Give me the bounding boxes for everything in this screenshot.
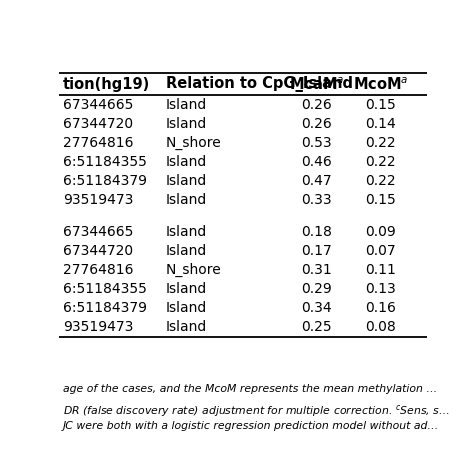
Text: 6:51184355: 6:51184355 xyxy=(63,283,147,296)
Text: Island: Island xyxy=(166,245,207,258)
Text: Relation to CpG_Island: Relation to CpG_Island xyxy=(166,76,353,92)
Text: 0.08: 0.08 xyxy=(365,320,396,334)
Text: 0.26: 0.26 xyxy=(301,117,332,131)
Text: 0.17: 0.17 xyxy=(301,245,332,258)
Text: Island: Island xyxy=(166,320,207,334)
Text: 67344665: 67344665 xyxy=(63,226,133,239)
Text: 0.22: 0.22 xyxy=(365,173,396,188)
Text: 0.15: 0.15 xyxy=(365,98,396,112)
Text: 0.53: 0.53 xyxy=(301,136,332,150)
Text: 0.16: 0.16 xyxy=(365,301,396,315)
Text: Island: Island xyxy=(166,301,207,315)
Text: 0.47: 0.47 xyxy=(301,173,332,188)
Text: 0.26: 0.26 xyxy=(301,98,332,112)
Text: 0.22: 0.22 xyxy=(365,155,396,169)
Text: 67344665: 67344665 xyxy=(63,98,133,112)
Text: 0.31: 0.31 xyxy=(301,264,332,277)
Text: 0.15: 0.15 xyxy=(365,192,396,207)
Text: Island: Island xyxy=(166,226,207,239)
Text: Island: Island xyxy=(166,155,207,169)
Text: 67344720: 67344720 xyxy=(63,245,133,258)
Text: 0.22: 0.22 xyxy=(365,136,396,150)
Text: 0.13: 0.13 xyxy=(365,283,396,296)
Text: 0.34: 0.34 xyxy=(301,301,332,315)
Text: N_shore: N_shore xyxy=(166,136,221,150)
Text: 93519473: 93519473 xyxy=(63,192,133,207)
Text: age of the cases, and the McoM represents the mean methylation …: age of the cases, and the McoM represent… xyxy=(63,383,437,393)
Text: 93519473: 93519473 xyxy=(63,320,133,334)
Text: Island: Island xyxy=(166,283,207,296)
Text: 6:51184379: 6:51184379 xyxy=(63,301,147,315)
Text: Island: Island xyxy=(166,173,207,188)
Text: 67344720: 67344720 xyxy=(63,117,133,131)
Text: 27764816: 27764816 xyxy=(63,136,133,150)
Text: 0.46: 0.46 xyxy=(301,155,332,169)
Text: JC were both with a logistic regression prediction model without ad…: JC were both with a logistic regression … xyxy=(63,421,439,431)
Text: 6:51184379: 6:51184379 xyxy=(63,173,147,188)
Text: McaM$^a$: McaM$^a$ xyxy=(289,76,344,92)
Text: 0.07: 0.07 xyxy=(365,245,396,258)
Text: McoM$^a$: McoM$^a$ xyxy=(353,76,409,92)
Text: N_shore: N_shore xyxy=(166,264,221,277)
Text: 0.33: 0.33 xyxy=(301,192,332,207)
Text: 0.29: 0.29 xyxy=(301,283,332,296)
Text: Island: Island xyxy=(166,117,207,131)
Text: 0.11: 0.11 xyxy=(365,264,396,277)
Text: 27764816: 27764816 xyxy=(63,264,133,277)
Text: 0.25: 0.25 xyxy=(301,320,332,334)
Text: 0.09: 0.09 xyxy=(365,226,396,239)
Text: tion(hg19): tion(hg19) xyxy=(63,77,150,92)
Text: 0.18: 0.18 xyxy=(301,226,332,239)
Text: Island: Island xyxy=(166,192,207,207)
Text: Island: Island xyxy=(166,98,207,112)
Text: 6:51184355: 6:51184355 xyxy=(63,155,147,169)
Text: 0.14: 0.14 xyxy=(365,117,396,131)
Text: DR (false discovery rate) adjustment for multiple correction. $^c$Sens, s…: DR (false discovery rate) adjustment for… xyxy=(63,402,450,419)
